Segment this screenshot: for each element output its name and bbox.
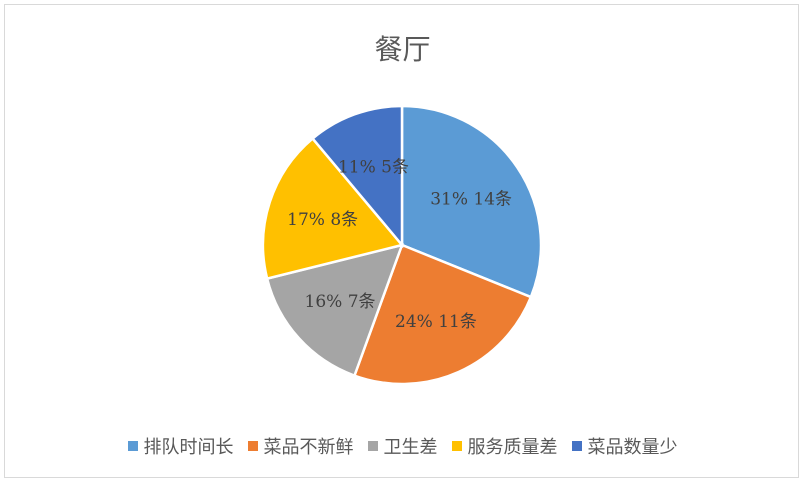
data-label-not-fresh: 24% 11条	[395, 312, 477, 332]
pie-slices	[261, 104, 543, 386]
legend-label: 卫生差	[383, 437, 438, 458]
legend-label: 菜品数量少	[587, 437, 678, 458]
legend-swatch	[127, 441, 138, 451]
legend-label: 排队时间长	[143, 437, 234, 458]
data-label-service: 17% 8条	[287, 210, 358, 230]
data-label-portion: 11% 5条	[338, 158, 409, 178]
pie-slice-not-fresh	[352, 243, 533, 386]
legend-swatch	[451, 441, 462, 451]
legend-item-not-fresh: 菜品不新鲜	[247, 433, 354, 459]
legend-swatch	[367, 441, 378, 451]
legend-item-queue-time: 排队时间长	[127, 433, 234, 459]
pie-slice-portion	[310, 104, 404, 249]
chart-legend: 排队时间长 菜品不新鲜 卫生差 服务质量差 菜品数量少	[0, 432, 805, 460]
data-label-queue-time: 31% 14条	[430, 189, 512, 209]
legend-label: 服务质量差	[467, 437, 558, 458]
legend-item-hygiene: 卫生差	[367, 433, 438, 459]
legend-swatch	[571, 441, 582, 451]
pie-slice-service	[261, 136, 405, 281]
data-label-hygiene: 16% 7条	[305, 292, 376, 312]
chart-title: 餐厅	[374, 33, 431, 66]
pie-labels: 31% 14条 24% 11条 16% 7条 17% 8条 11% 5条	[287, 158, 512, 333]
pie-slice-hygiene	[265, 243, 404, 378]
legend-label: 菜品不新鲜	[263, 437, 354, 458]
legend-item-portion: 菜品数量少	[571, 433, 678, 459]
pie-slice-queue-time	[400, 104, 543, 299]
legend-item-service: 服务质量差	[451, 433, 558, 459]
legend-swatch	[247, 441, 258, 451]
